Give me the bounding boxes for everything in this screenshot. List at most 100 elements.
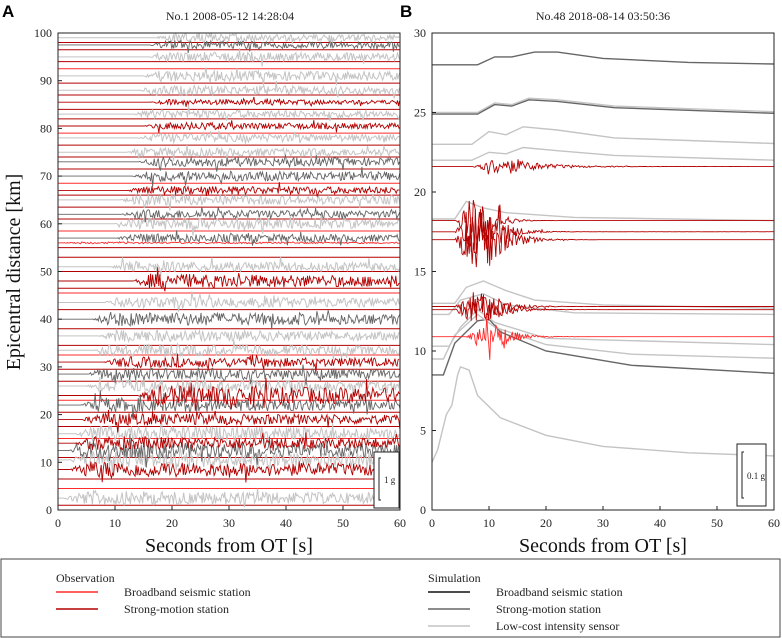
trace-a-lowcost_sim-6 bbox=[58, 291, 400, 312]
ytick-label-b-5: 25 bbox=[414, 106, 426, 120]
trace-a-strong_obs-24 bbox=[58, 353, 400, 372]
panel-b: B No.48 2018-08-14 03:50:36 0 10 20 30 40 50 6… bbox=[400, 2, 780, 557]
trace-a-strong_obs-17 bbox=[58, 461, 400, 483]
trace-a-broadband_obs-27 bbox=[58, 240, 400, 245]
ytick-label-a-10: 100 bbox=[34, 26, 52, 40]
trace-a-lowcost_sim-3 bbox=[58, 374, 400, 395]
envelope-b-7 bbox=[432, 293, 774, 316]
legend-box bbox=[0, 558, 781, 638]
trace-a-strong_sim-31 bbox=[58, 166, 400, 187]
envelope-b-11 bbox=[432, 365, 774, 463]
xtick-label-a-3: 30 bbox=[223, 516, 235, 530]
trace-b-strong_obs-5 bbox=[432, 296, 774, 321]
xtick-label-a-5: 50 bbox=[337, 516, 349, 530]
trace-a-strong_obs-26 bbox=[58, 267, 400, 292]
trace-a-strong_obs-20 bbox=[58, 409, 400, 433]
legend-sim-label-1: Strong-motion station bbox=[496, 602, 601, 616]
legend-obs-label-1: Strong-motion station bbox=[124, 602, 229, 616]
ytick-label-b-6: 30 bbox=[414, 26, 426, 40]
trace-b-strong_obs-0 bbox=[432, 159, 774, 175]
panel-b-scale-bar: 0.1 g bbox=[736, 443, 767, 507]
xtick-label-b-5: 50 bbox=[711, 516, 723, 530]
trace-a-lowcost_sim-12 bbox=[58, 104, 400, 122]
trace-a-strong_sim-35 bbox=[58, 39, 400, 54]
ytick-label-b-4: 20 bbox=[414, 185, 426, 199]
trace-a-lowcost_sim-7 bbox=[58, 256, 400, 277]
xtick-label-a-0: 0 bbox=[55, 516, 61, 530]
legend-sim-label-2: Low-cost intensity sensor bbox=[496, 619, 619, 633]
trace-a-strong_sim-21 bbox=[58, 390, 400, 420]
ytick-label-a-2: 20 bbox=[40, 408, 52, 422]
legend-simulation-title: Simulation bbox=[428, 571, 481, 585]
xtick-label-b-0: 0 bbox=[429, 516, 435, 530]
envelope-b-3 bbox=[432, 126, 774, 146]
xtick-label-b-6: 60 bbox=[768, 516, 780, 530]
envelope-b-8 bbox=[432, 318, 774, 376]
trace-a-lowcost_sim-16 bbox=[58, 33, 400, 46]
envelope-b-0 bbox=[432, 51, 774, 66]
ytick-label-a-6: 60 bbox=[40, 217, 52, 231]
ytick-label-b-1: 5 bbox=[420, 424, 426, 438]
xtick-label-a-6: 60 bbox=[394, 516, 406, 530]
trace-a-strong_obs-30 bbox=[58, 182, 400, 199]
ytick-label-a-1: 10 bbox=[40, 455, 52, 469]
trace-a-lowcost_sim-15 bbox=[58, 48, 400, 67]
trace-a-strong_obs-19 bbox=[58, 432, 400, 451]
ytick-label-a-8: 80 bbox=[40, 121, 52, 135]
trace-b-broadband_obs-6 bbox=[432, 315, 774, 360]
trace-a-strong_sim-25 bbox=[58, 310, 400, 330]
ytick-label-b-3: 15 bbox=[414, 265, 426, 279]
envelope-b-5 bbox=[432, 200, 774, 222]
panel-a-title: No.1 2008-05-12 14:28:04 bbox=[166, 9, 294, 23]
panel-a-xlabel: Seconds from OT [s] bbox=[145, 535, 313, 557]
xtick-label-b-2: 20 bbox=[540, 516, 552, 530]
panel-a-scale-bar: 1 g bbox=[373, 451, 400, 509]
xtick-label-a-2: 20 bbox=[166, 516, 178, 530]
panel-a-traces bbox=[58, 33, 400, 508]
trace-a-lowcost_sim-2 bbox=[58, 417, 400, 445]
ytick-label-b-2: 10 bbox=[414, 344, 426, 358]
ytick-label-a-4: 40 bbox=[40, 312, 52, 326]
trace-b-strong_obs-3 bbox=[432, 211, 774, 268]
trace-b-strong_obs-1 bbox=[432, 200, 774, 264]
ytick-label-a-9: 90 bbox=[40, 74, 52, 88]
trace-a-lowcost_sim-11 bbox=[58, 130, 400, 145]
legend-obs-label-0: Broadband seismic station bbox=[124, 585, 251, 599]
trace-a-lowcost_sim-5 bbox=[58, 328, 400, 344]
trace-a-lowcost_sim-10 bbox=[58, 144, 400, 161]
envelope-b-1 bbox=[432, 97, 774, 114]
panel-b-ticks: 0 10 20 30 40 50 60 0 5 10 15 20 25 30 bbox=[414, 26, 780, 530]
panel-b-scale-label: 0.1 g bbox=[747, 471, 766, 481]
ytick-label-a-3: 30 bbox=[40, 360, 52, 374]
legend-simulation-items: Broadband seismic station Strong-motion s… bbox=[428, 585, 623, 633]
trace-a-lowcost_sim-9 bbox=[58, 190, 400, 211]
panel-b-title: No.48 2018-08-14 03:50:36 bbox=[536, 9, 670, 23]
ytick-label-a-0: 0 bbox=[46, 503, 52, 517]
trace-a-lowcost_sim-0 bbox=[58, 488, 400, 508]
trace-a-strong_obs-34 bbox=[58, 96, 400, 108]
envelope-b-4 bbox=[432, 146, 774, 161]
xtick-label-b-3: 30 bbox=[597, 516, 609, 530]
panel-a-ticks: 0 10 20 30 40 50 60 0 10 20 30 40 50 60 70 80 90 100 bbox=[34, 26, 406, 530]
envelope-b-6 bbox=[432, 280, 774, 309]
panel-a-scale-label: 1 g bbox=[384, 475, 396, 485]
trace-a-lowcost_sim-4 bbox=[58, 340, 400, 360]
panel-a: A No.1 2008-05-12 14:28:04 0 10 20 30 40 50 60… bbox=[2, 2, 406, 557]
trace-a-lowcost_sim-8 bbox=[58, 213, 400, 236]
trace-a-lowcost_sim-13 bbox=[58, 80, 400, 99]
panel-b-letter: B bbox=[400, 2, 412, 21]
ytick-label-a-5: 50 bbox=[40, 265, 52, 279]
panel-a-ylabel: Epicentral distance [km] bbox=[3, 174, 25, 371]
trace-a-lowcost_sim-1 bbox=[58, 443, 400, 477]
ytick-label-b-0: 0 bbox=[420, 503, 426, 517]
ytick-label-a-7: 70 bbox=[40, 169, 52, 183]
trace-a-lowcost_sim-14 bbox=[58, 67, 400, 86]
trace-a-strong_sim-28 bbox=[58, 230, 400, 246]
trace-a-strong_obs-33 bbox=[58, 120, 400, 134]
trace-a-strong_sim-29 bbox=[58, 206, 400, 223]
panel-a-letter: A bbox=[2, 2, 14, 21]
legend-observation-items: Broadband seismic station Strong-motion s… bbox=[56, 585, 251, 616]
xtick-label-b-4: 40 bbox=[654, 516, 666, 530]
trace-a-strong_sim-32 bbox=[58, 154, 400, 172]
